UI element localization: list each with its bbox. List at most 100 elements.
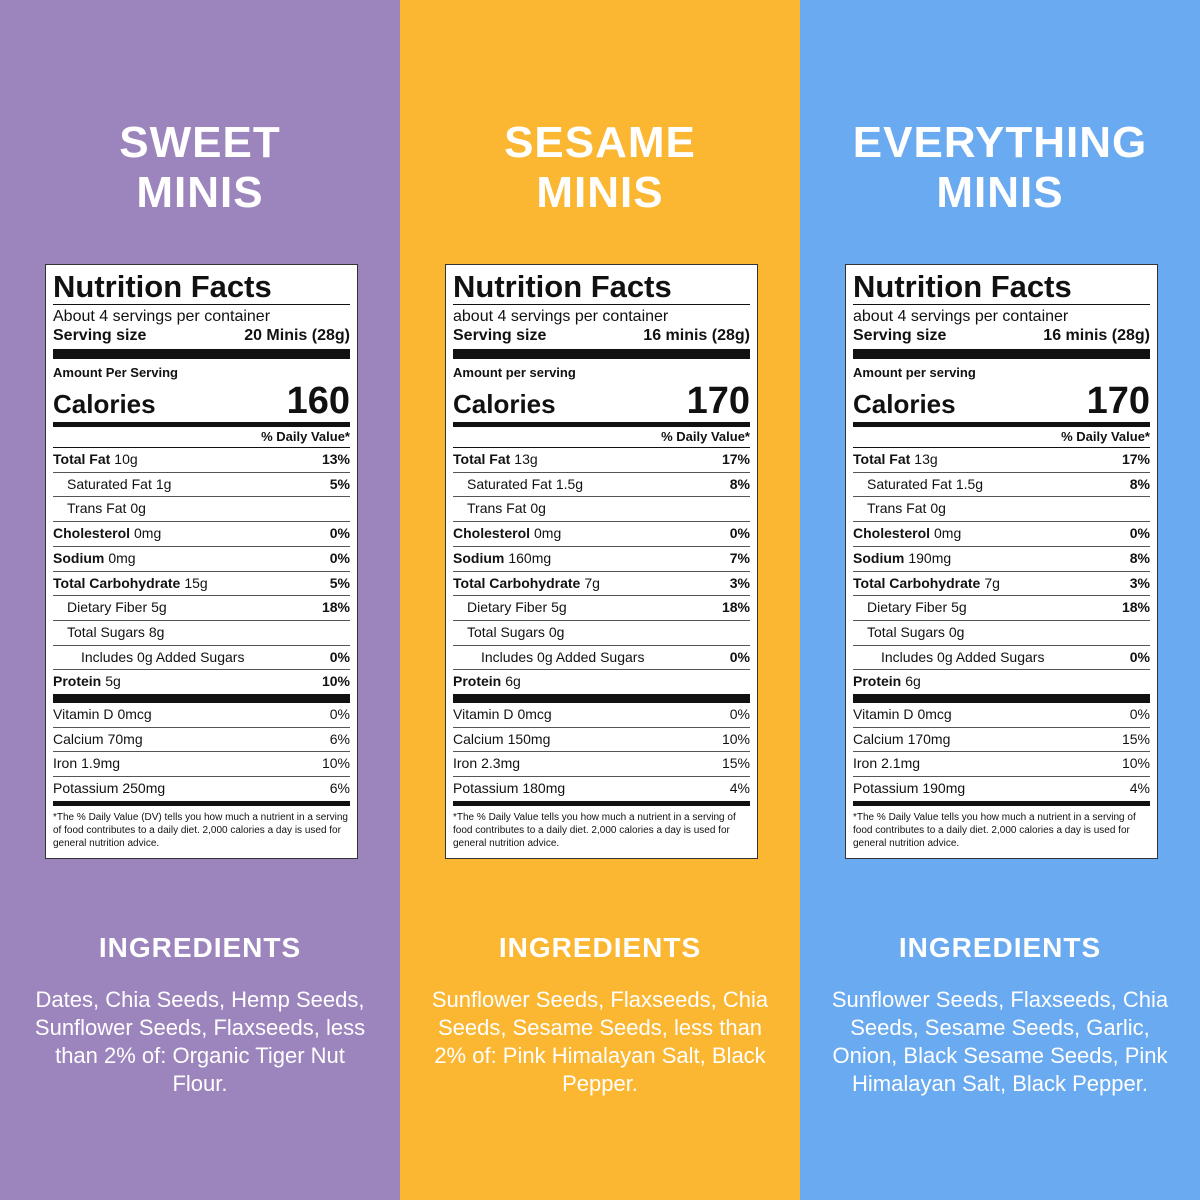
nutrient-row: Total Fat 13g 17% — [453, 448, 750, 473]
nutrient-amount: 13g — [914, 451, 938, 467]
vitamin-dv: 6% — [329, 730, 350, 747]
calories: Calories 170 — [453, 380, 750, 427]
ingredients-heading: INGREDIENTS — [98, 932, 302, 963]
vitamin-dv: 0% — [1129, 706, 1150, 723]
vitamin-row: Vitamin D 0mcg 0% — [53, 703, 350, 728]
calories: Calories 160 — [53, 380, 350, 427]
title-line: SESAME — [504, 118, 696, 167]
vitamin-name: Potassium — [453, 780, 519, 797]
nutrient-row: Includes 0g Added Sugars 0% — [853, 646, 1150, 671]
nutrient-row: Trans Fat 0g — [453, 497, 750, 523]
nutrient-row: Dietary Fiber 5g 18% — [453, 596, 750, 621]
vitamin-dv: 0% — [329, 706, 350, 723]
nutrient-dv: 17% — [721, 451, 750, 467]
label-heading: Nutrition Facts — [453, 270, 750, 305]
panel-title: EVERYTHING MINIS — [800, 118, 1200, 218]
nutrient-name: Total Carbohydrate — [853, 574, 981, 591]
nutrient-name: Dietary Fiber — [67, 599, 148, 616]
calories-label: Calories — [453, 389, 556, 419]
vitamin-dv: 15% — [1121, 730, 1150, 747]
nutrient-name: Total Carbohydrate — [453, 574, 581, 591]
vitamin-amount: 0mcg — [117, 706, 152, 723]
nutrient-amount: 1g — [155, 475, 172, 492]
nutrient-name: Total Sugars — [467, 623, 545, 640]
nutrition-label: Nutrition Facts about 4 servings per cont… — [445, 264, 758, 859]
nutrient-row: Cholesterol 0mg 0% — [453, 522, 750, 547]
serving-size-label: Serving size — [53, 327, 147, 344]
title-line: MINIS — [536, 168, 664, 217]
title-line: SWEET — [119, 118, 281, 167]
title-line: EVERYTHING — [852, 118, 1148, 167]
nutrient-amount: 1.5g — [555, 475, 584, 492]
nutrient-name: Includes 0g Added Sugars — [481, 648, 645, 665]
nutrient-amount: 160mg — [508, 549, 552, 566]
vitamin-amount: 170mg — [907, 730, 951, 747]
nutrient-amount: 13g — [514, 451, 538, 467]
panel: SWEET MINIS Nutrition Facts About 4 serving… — [0, 0, 400, 1200]
nutrient-amount: 5g — [951, 599, 967, 616]
nutrient-dv: 0% — [329, 525, 350, 542]
calories: Calories 170 — [853, 380, 1150, 427]
vitamin-dv: 4% — [729, 780, 750, 797]
nutrient-amount: 7g — [984, 574, 1000, 591]
nutrient-amount: 10g — [114, 451, 138, 467]
nutrient-amount: 6g — [505, 673, 521, 690]
amount-per-serving: Amount Per Serving — [53, 365, 178, 380]
nutrient-amount: 0g — [130, 500, 146, 517]
nutrient-row: Total Sugars 0g — [453, 621, 750, 646]
nutrient-row: Saturated Fat 1g 5% — [53, 473, 350, 498]
vitamin-row: Potassium 250mg 6% — [53, 777, 350, 806]
vitamin-row: Potassium 190mg 4% — [853, 777, 1150, 806]
servings: about 4 servings per container — [853, 308, 1069, 325]
nutrient-dv: 18% — [321, 599, 350, 616]
vitamin-dv: 4% — [1129, 780, 1150, 797]
nutrient-name: Cholesterol — [853, 525, 931, 542]
nutrient-name: Trans Fat — [867, 500, 927, 517]
nutrient-row: Saturated Fat 1.5g 8% — [853, 473, 1150, 498]
vitamin-amount: 190mg — [922, 780, 966, 797]
servings: About 4 servings per container — [53, 308, 271, 325]
nutrient-name: Trans Fat — [67, 500, 127, 517]
nutrient-dv: 3% — [729, 574, 750, 591]
nutrient-amount: 0g — [930, 500, 946, 517]
title-line: MINIS — [936, 168, 1064, 217]
vitamin-name: Calcium — [853, 730, 904, 747]
nutrient-dv: 7% — [729, 549, 750, 566]
nutrient-name: Sodium — [53, 549, 105, 566]
serving-size-label: Serving size — [853, 327, 947, 344]
calories-value: 170 — [686, 380, 750, 422]
nutrient-amount: 0g — [948, 623, 965, 640]
panel-title: SESAME MINIS — [400, 118, 800, 218]
nutrient-row: Trans Fat 0g — [53, 497, 350, 523]
nutrient-dv: 5% — [329, 475, 350, 492]
nutrient-amount: 190mg — [908, 549, 952, 566]
nutrient-dv: 17% — [1121, 451, 1150, 467]
nutrient-name: Dietary Fiber — [467, 599, 548, 616]
nutrient-row: Saturated Fat 1.5g 8% — [453, 473, 750, 498]
vitamin-amount: 1.9mg — [81, 755, 121, 772]
nutrient-name: Protein — [853, 673, 902, 690]
panel: EVERYTHING MINIS Nutrition Facts about 4 se… — [800, 0, 1200, 1200]
nutrient-row: Total Sugars 0g — [853, 621, 1150, 646]
nutrient-name: Cholesterol — [53, 525, 131, 542]
serving-size-value: 16 minis (28g) — [643, 327, 750, 344]
nutrient-dv: 0% — [1129, 525, 1150, 542]
nutrient-name: Cholesterol — [453, 525, 531, 542]
nutrient-row: Protein 6g — [853, 670, 1150, 704]
vitamin-row: Calcium 150mg 10% — [453, 728, 750, 753]
vitamin-name: Iron — [453, 755, 478, 772]
nutrient-amount: 0g — [548, 623, 565, 640]
ingredients-text: Sunflower Seeds, Flaxseeds, Chia Seeds, … — [431, 987, 769, 1096]
nutrient-row: Sodium 160mg 7% — [453, 547, 750, 572]
nutrient-amount: 7g — [584, 574, 600, 591]
vitamin-dv: 10% — [1121, 755, 1150, 772]
vitamin-row: Vitamin D 0mcg 0% — [853, 703, 1150, 728]
nutrient-dv: 8% — [729, 475, 750, 492]
nutrient-row: Includes 0g Added Sugars 0% — [453, 646, 750, 671]
vitamin-name: Calcium — [453, 730, 504, 747]
vitamin-amount: 0mcg — [517, 706, 552, 723]
amount-per-serving: Amount per serving — [453, 365, 576, 380]
nutrient-row: Cholesterol 0mg 0% — [53, 522, 350, 547]
vitamin-name: Iron — [53, 755, 78, 772]
serving-size: Serving size 20 Minis (28g) — [53, 326, 350, 359]
